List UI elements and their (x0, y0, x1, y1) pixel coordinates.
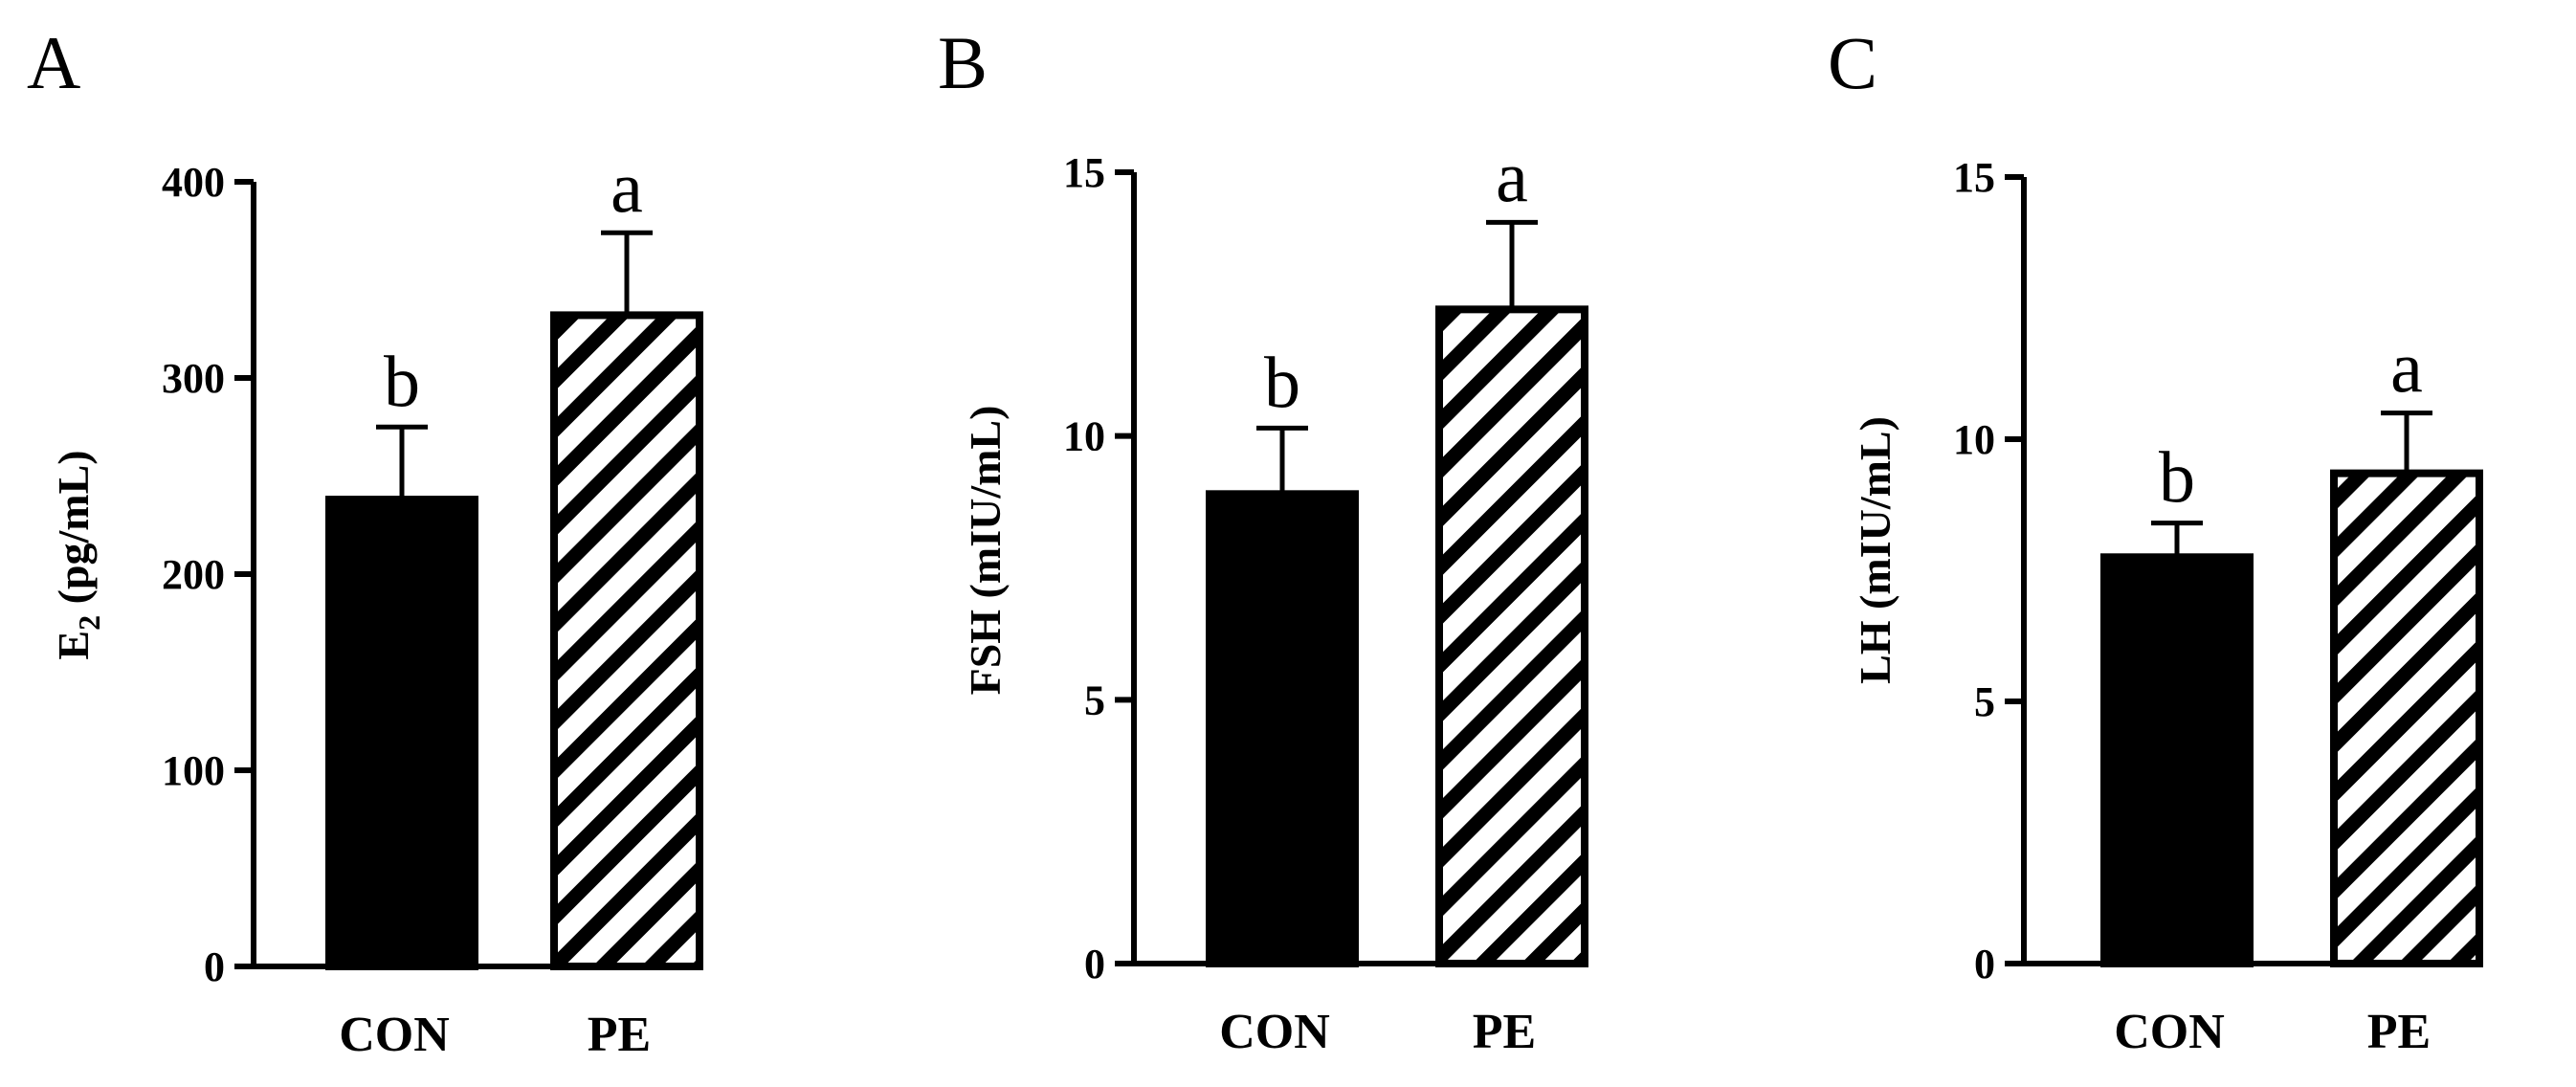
category-label-c-con: CON (2114, 1005, 2225, 1059)
significance-label-a-con: b (384, 342, 420, 422)
panel-letter-a: A (27, 21, 80, 104)
significance-label-b-con: b (1264, 343, 1300, 423)
y-axis-label-b: FSH (mIU/mL) (961, 406, 1010, 696)
category-label-a-con: CON (339, 1008, 450, 1062)
y-axis-ticks-a: 0 100 200 300 400 (162, 159, 254, 990)
panel-c: C LH (mIU/mL) 0 5 10 15 b CON a PE (1828, 21, 2483, 1059)
y-tick-label-b-2: 10 (1063, 413, 1105, 460)
y-tick-label-a-2: 200 (162, 551, 225, 598)
y-axis-label-c: LH (mIU/mL) (1851, 416, 1899, 684)
panel-b: B FSH (mIU/mL) 0 5 10 15 b CON a PE (938, 21, 1588, 1059)
y-tick-label-b-3: 15 (1063, 149, 1105, 196)
y-axis-ticks-b: 0 5 10 15 (1063, 149, 1134, 987)
axes-c (2021, 177, 2459, 966)
bars-c: b CON a PE (2100, 328, 2483, 1059)
significance-label-c-con: b (2159, 438, 2195, 519)
bar-b-con (1206, 490, 1359, 968)
bar-c-pe (2330, 469, 2483, 967)
category-label-a-pe: PE (588, 1008, 651, 1062)
significance-label-b-pe: a (1496, 137, 1528, 217)
bar-a-pe (550, 311, 703, 970)
y-axis-label-main-b: FSH (mIU/mL) (961, 406, 1010, 696)
panel-a: A E2 (pg/mL) 0 100 200 300 400 b CON a PE (27, 21, 703, 1062)
y-tick-label-a-3: 300 (162, 355, 225, 402)
category-label-b-con: CON (1219, 1005, 1330, 1059)
y-axis-label-main-a: E (49, 631, 98, 660)
y-tick-label-a-0: 0 (204, 943, 225, 990)
y-tick-label-a-4: 400 (162, 159, 225, 206)
panel-letter-b: B (938, 21, 988, 104)
category-label-c-pe: PE (2367, 1005, 2431, 1059)
bar-b-pe (1435, 305, 1588, 967)
y-tick-label-c-2: 10 (1953, 416, 1995, 463)
bars-b: b CON a PE (1206, 137, 1588, 1059)
axes-b (1131, 172, 1555, 966)
y-axis-label-a: E2 (pg/mL) (49, 450, 106, 659)
axes-a (251, 182, 689, 969)
bars-a: b CON a PE (325, 147, 703, 1062)
y-axis-ticks-c: 0 5 10 15 (1953, 154, 2024, 987)
bar-a-con (325, 496, 478, 970)
y-tick-label-a-1: 100 (162, 747, 225, 794)
significance-label-a-pe: a (611, 147, 643, 228)
y-tick-label-b-0: 0 (1084, 941, 1105, 987)
y-axis-label-sub-a: 2 (72, 615, 106, 631)
bar-c-con (2100, 553, 2254, 967)
significance-label-c-pe: a (2390, 328, 2423, 409)
y-axis-label-main-c: LH (mIU/mL) (1851, 416, 1899, 684)
y-axis-label-tail-a: (pg/mL) (49, 450, 98, 615)
panel-letter-c: C (1828, 21, 1877, 104)
y-tick-label-c-3: 15 (1953, 154, 1995, 201)
y-tick-label-c-0: 0 (1974, 941, 1995, 987)
y-tick-label-b-1: 5 (1084, 677, 1105, 723)
y-tick-label-c-1: 5 (1974, 678, 1995, 725)
category-label-b-pe: PE (1473, 1005, 1536, 1059)
